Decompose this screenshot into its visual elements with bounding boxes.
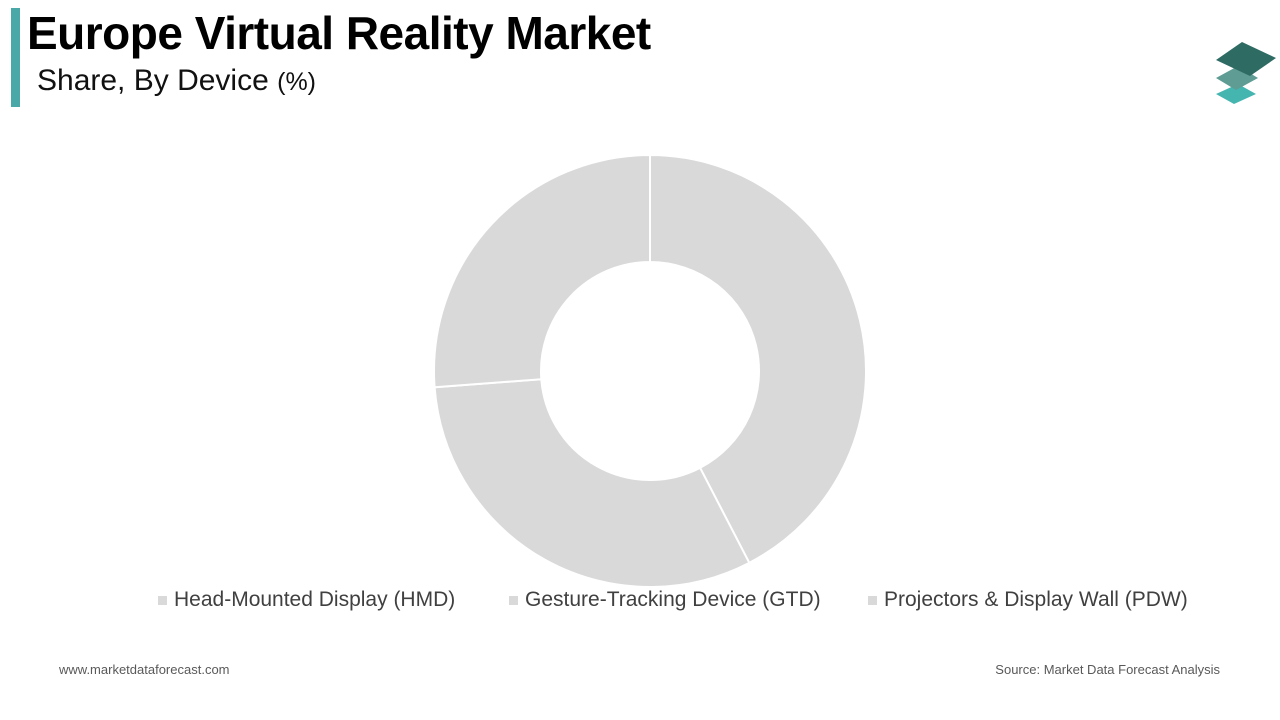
legend-item-hmd[interactable]: Head-Mounted Display (HMD) [158,588,455,612]
subtitle-text: Share, By Device [37,64,269,97]
legend-label: Gesture-Tracking Device (GTD) [525,588,821,611]
page-subtitle: Share, By Device (%) [37,64,316,98]
donut-slice-2[interactable] [433,153,651,389]
legend-item-pdw[interactable]: Projectors & Display Wall (PDW) [868,588,1188,612]
subtitle-unit: (%) [277,68,317,96]
legend-swatch [868,595,877,605]
legend-swatch [509,595,518,605]
layers-logo-icon [1216,42,1276,104]
legend-label: Head-Mounted Display (HMD) [174,588,456,611]
title-accent-bar [11,8,20,107]
website-link[interactable]: www.marketdataforecast.com [59,662,230,677]
donut-slice-1[interactable] [433,378,751,588]
page-title: Europe Virtual Reality Market [27,7,651,59]
donut-slice-0[interactable] [649,153,867,565]
donut-chart [433,153,867,588]
legend-label: Projectors & Display Wall (PDW) [884,588,1188,611]
chart-legend: Head-Mounted Display (HMD) Gesture-Track… [0,588,1280,614]
legend-item-gtd[interactable]: Gesture-Tracking Device (GTD) [509,588,821,612]
source-note: Source: Market Data Forecast Analysis [995,662,1220,677]
legend-swatch [158,595,167,605]
